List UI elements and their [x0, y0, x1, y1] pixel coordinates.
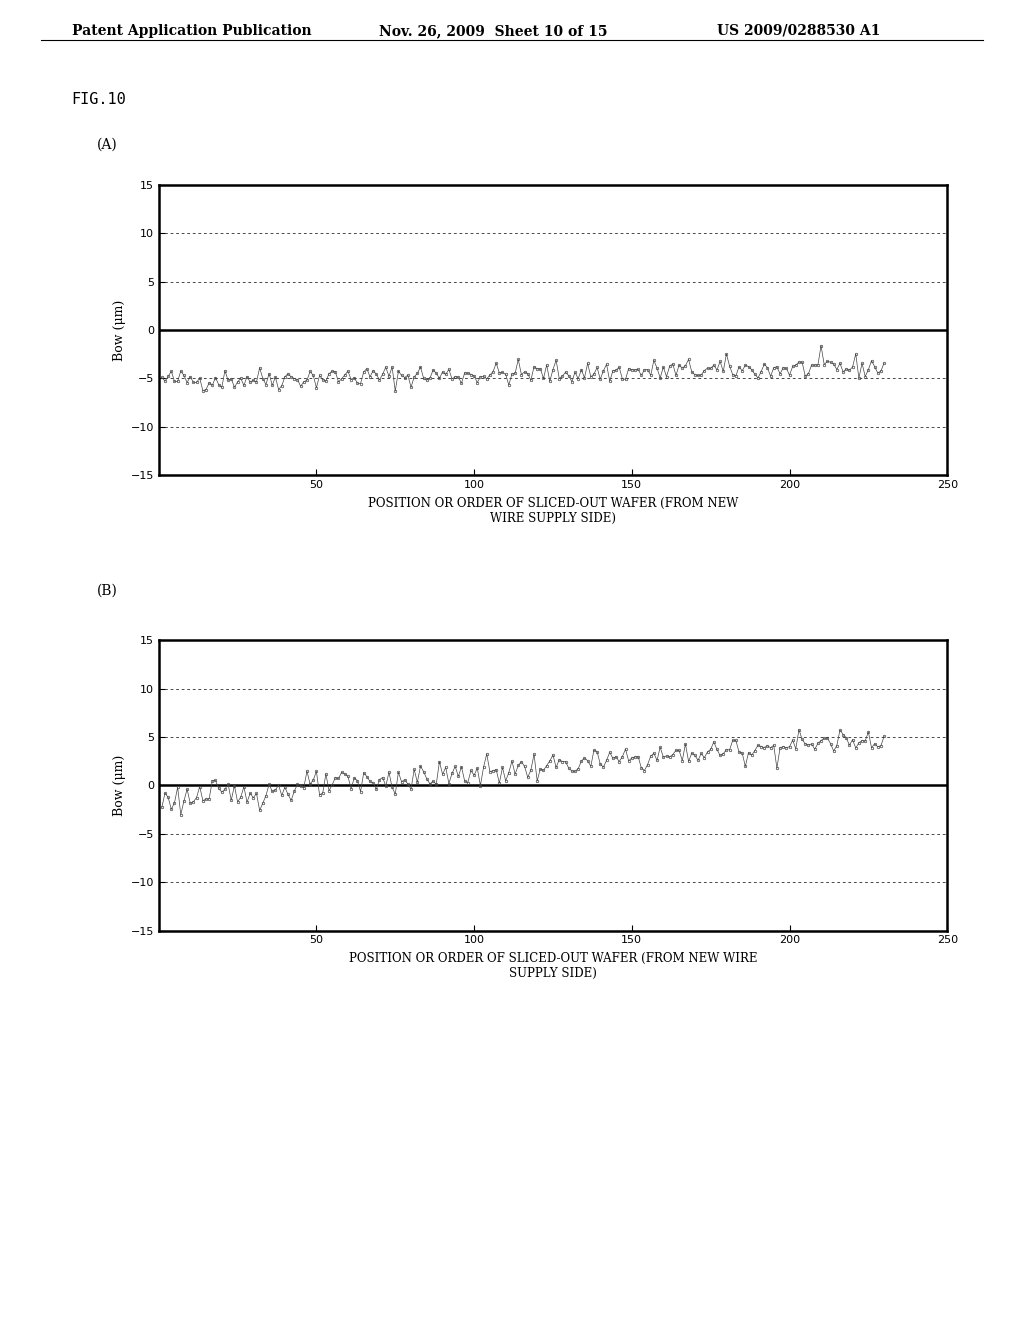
- Text: (B): (B): [97, 583, 118, 598]
- Text: (A): (A): [97, 137, 118, 152]
- X-axis label: POSITION OR ORDER OF SLICED-OUT WAFER (FROM NEW WIRE
SUPPLY SIDE): POSITION OR ORDER OF SLICED-OUT WAFER (F…: [349, 953, 757, 981]
- Text: FIG.10: FIG.10: [72, 92, 126, 107]
- Y-axis label: Bow (μm): Bow (μm): [114, 300, 126, 360]
- Text: Patent Application Publication: Patent Application Publication: [72, 24, 311, 38]
- X-axis label: POSITION OR ORDER OF SLICED-OUT WAFER (FROM NEW
WIRE SUPPLY SIDE): POSITION OR ORDER OF SLICED-OUT WAFER (F…: [368, 498, 738, 525]
- Text: US 2009/0288530 A1: US 2009/0288530 A1: [717, 24, 881, 38]
- Text: Nov. 26, 2009  Sheet 10 of 15: Nov. 26, 2009 Sheet 10 of 15: [379, 24, 607, 38]
- Y-axis label: Bow (μm): Bow (μm): [114, 755, 126, 816]
